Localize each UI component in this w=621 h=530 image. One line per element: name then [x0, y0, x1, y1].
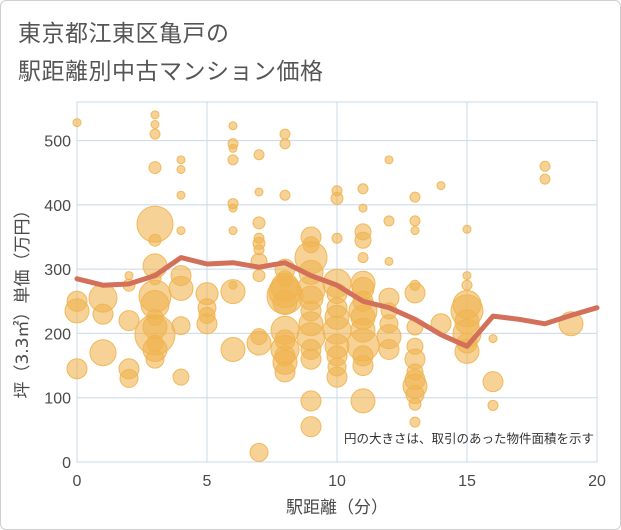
bubble-point	[172, 368, 190, 386]
x-tick-labels: 0 5 10 15 20	[73, 473, 606, 490]
bubble-point	[196, 313, 218, 335]
bubble-point	[279, 189, 291, 201]
bubble-point	[148, 233, 162, 247]
bubble-point	[462, 271, 472, 281]
bubble-point	[252, 269, 266, 283]
trend-line	[74, 255, 600, 349]
bubble-point	[462, 224, 472, 234]
bubble-point	[272, 290, 298, 316]
bubble-point	[539, 173, 551, 185]
bubble-point	[331, 232, 343, 244]
bubble-point	[326, 366, 348, 388]
bubble-point	[124, 271, 134, 281]
bubble-point	[220, 279, 246, 305]
bubble-point	[168, 275, 194, 301]
bubble-point	[300, 416, 322, 438]
bubble-point	[436, 181, 446, 191]
x-axis-label: 駅距離（分）	[286, 498, 388, 518]
bubble-point	[220, 337, 246, 362]
bubble-point	[176, 226, 186, 236]
bubble-point	[254, 187, 264, 197]
bubble-point	[119, 368, 139, 388]
bubble-point	[279, 138, 291, 150]
bubble-point	[384, 155, 394, 165]
bubble-point	[300, 390, 322, 412]
bubble-point	[404, 282, 426, 304]
x-tick-label: 0	[73, 473, 82, 490]
bubble-point	[408, 397, 422, 411]
y-tick-label: 200	[44, 326, 71, 343]
plot-border	[76, 101, 598, 463]
chart-title-line-1: 東京都江東区亀戸の	[18, 21, 230, 47]
bubble-point	[330, 191, 344, 205]
bubble-point	[89, 339, 117, 367]
size-legend-note: 円の大きさは、取引のあった物件面積を示す	[344, 431, 594, 446]
bubble-point	[352, 355, 374, 377]
bubble-point	[228, 121, 238, 131]
bubble-point	[176, 190, 186, 200]
bubble-point	[300, 348, 322, 370]
bubble-point	[148, 161, 162, 175]
bubble-point	[409, 191, 421, 203]
bubble-point	[145, 349, 165, 369]
bubble-point	[150, 110, 160, 120]
bubble-point	[64, 298, 90, 324]
bubble-point	[354, 231, 372, 249]
y-tick-label: 100	[44, 391, 71, 408]
bubble-point	[252, 216, 266, 230]
bubble-point	[487, 399, 499, 411]
x-tick-label: 5	[203, 473, 212, 490]
bubble-point	[72, 118, 82, 128]
bubble-point	[246, 330, 272, 356]
y-tick-label: 500	[44, 134, 71, 151]
bubble-point	[488, 334, 498, 344]
bubble-point	[384, 256, 394, 266]
x-tick-label: 10	[328, 473, 346, 490]
bubble-point	[358, 203, 368, 213]
y-tick-label: 300	[44, 262, 71, 279]
bubble-point	[279, 128, 291, 140]
bubble-point	[150, 120, 160, 129]
bubble-series	[64, 110, 584, 462]
bubble-point	[410, 226, 420, 236]
y-tick-label: 400	[44, 198, 71, 215]
bubble-point	[350, 388, 376, 414]
y-tick-label: 0	[62, 455, 71, 472]
bubble-point	[274, 361, 296, 383]
bubble-point	[176, 155, 186, 165]
x-tick-label: 20	[588, 473, 606, 490]
bubble-point	[228, 226, 238, 236]
bubble-point	[409, 215, 421, 227]
bubble-point	[228, 203, 238, 213]
bubble-point	[227, 154, 239, 166]
bubble-point	[482, 371, 504, 393]
x-tick-label: 15	[458, 473, 476, 490]
bubble-point	[118, 310, 140, 332]
bubble-point	[249, 442, 269, 462]
bubble-point	[357, 252, 369, 264]
y-axis-label: 坪（3.3㎡）単価（万円）	[13, 201, 33, 398]
bubble-point	[409, 416, 421, 428]
bubble-point	[357, 183, 369, 195]
chart-title-line-2: 駅距離別中古マンション価格	[18, 59, 324, 85]
bubble-point	[92, 303, 114, 325]
bubble-point	[66, 358, 88, 380]
bubble-point	[461, 279, 473, 291]
bubble-point	[228, 143, 238, 153]
bubble-point	[378, 339, 400, 360]
y-tick-labels: 0 100 200 300 400 500	[44, 134, 71, 472]
bubble-point	[539, 160, 551, 172]
bubble-point	[149, 128, 161, 140]
bubble-point	[176, 165, 186, 174]
bubble-point	[383, 215, 395, 227]
bubble-point	[253, 149, 265, 161]
bubble-point	[171, 316, 191, 336]
